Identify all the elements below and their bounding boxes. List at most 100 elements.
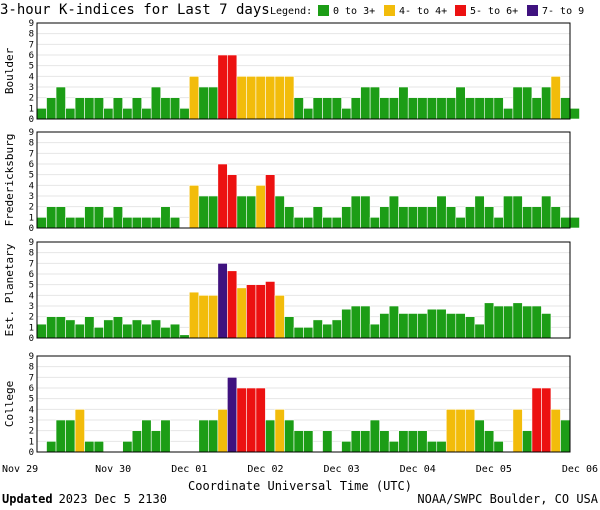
bar <box>522 206 533 229</box>
bar <box>150 319 162 339</box>
bar <box>445 97 457 120</box>
bar <box>227 54 238 120</box>
bar <box>274 409 285 453</box>
legend-swatch-3 <box>455 5 466 16</box>
bar <box>74 97 85 120</box>
legend-swatch-4 <box>527 5 538 16</box>
bar <box>46 441 57 453</box>
legend-swatch-2 <box>384 5 395 16</box>
y-tick-label: 7 <box>29 259 34 269</box>
y-tick-label: 5 <box>29 281 34 291</box>
bar <box>236 195 247 229</box>
bar <box>474 323 485 339</box>
bar <box>208 86 219 120</box>
bar <box>312 319 323 339</box>
bar <box>465 409 476 453</box>
bar <box>208 195 219 229</box>
bar <box>426 308 438 339</box>
bar <box>541 313 552 339</box>
bar <box>160 327 171 339</box>
panels: 0123456789Boulder0123456789Fredericksbur… <box>3 19 580 458</box>
bar <box>208 295 219 339</box>
bar <box>122 217 133 229</box>
bar <box>493 441 504 453</box>
bar <box>103 217 114 229</box>
bar <box>255 185 266 229</box>
bar <box>131 97 142 120</box>
y-tick-label: 1 <box>29 323 34 333</box>
y-tick-label: 8 <box>29 139 34 149</box>
bar <box>522 86 533 120</box>
bar <box>274 76 285 120</box>
bar <box>531 305 542 339</box>
bar <box>445 206 457 229</box>
y-tick-label: 8 <box>29 30 34 40</box>
bar <box>455 313 466 339</box>
bar <box>350 305 361 339</box>
bar <box>474 97 485 120</box>
bar <box>284 76 295 120</box>
bar <box>407 313 419 339</box>
bar <box>493 97 504 120</box>
bar <box>426 97 438 120</box>
bar <box>36 217 47 229</box>
bar <box>169 217 181 229</box>
bar <box>341 206 352 229</box>
bar <box>122 441 133 453</box>
bar <box>217 163 228 229</box>
y-tick-label: 8 <box>29 249 34 259</box>
y-tick-label: 3 <box>29 192 34 202</box>
bar <box>322 97 333 120</box>
y-tick-label: 0 <box>29 334 34 344</box>
bar <box>284 316 295 339</box>
bar <box>227 270 238 339</box>
bar <box>227 174 238 229</box>
bar <box>493 217 504 229</box>
x-tick-label: Dec 03 <box>324 464 360 475</box>
legend-entry-3: 5- to 6+ <box>470 6 518 17</box>
bar <box>484 302 495 339</box>
footer-credit: NOAA/SWPC Boulder, CO USA <box>417 492 598 506</box>
bar <box>331 217 342 229</box>
footer-updated-value: 2023 Dec 5 2130 <box>59 492 167 506</box>
bar <box>503 195 514 229</box>
bar <box>55 419 66 453</box>
y-tick-label: 4 <box>29 291 34 301</box>
bar <box>379 206 390 229</box>
bar <box>217 54 228 120</box>
bar <box>503 305 514 339</box>
bar <box>398 430 409 453</box>
bar <box>350 97 361 120</box>
bar <box>388 305 399 339</box>
y-tick-label: 2 <box>29 203 34 213</box>
panel-frame <box>36 131 571 229</box>
bar <box>293 217 304 229</box>
bar <box>217 263 228 339</box>
y-tick-label: 9 <box>29 19 34 29</box>
bar <box>560 97 571 120</box>
x-tick-label: Nov 30 <box>95 464 131 475</box>
bar <box>569 217 580 229</box>
y-tick-label: 9 <box>29 128 34 138</box>
x-tick-label: Dec 02 <box>247 464 283 475</box>
bar <box>388 195 399 229</box>
bar <box>360 86 371 120</box>
bar <box>74 409 85 453</box>
bar <box>169 323 181 339</box>
y-tick-label: 9 <box>29 352 34 362</box>
y-tick-label: 3 <box>29 416 34 426</box>
footer-updated: Updated 2023 Dec 5 2130 <box>2 492 167 506</box>
bar <box>112 206 123 229</box>
bar <box>436 308 447 339</box>
y-tick-label: 6 <box>29 384 34 394</box>
bar <box>265 76 276 120</box>
bar <box>160 97 171 120</box>
bar <box>465 97 476 120</box>
bar <box>455 409 466 453</box>
bar <box>303 108 314 120</box>
bar <box>93 206 104 229</box>
y-tick-label: 3 <box>29 83 34 93</box>
bar <box>360 195 371 229</box>
